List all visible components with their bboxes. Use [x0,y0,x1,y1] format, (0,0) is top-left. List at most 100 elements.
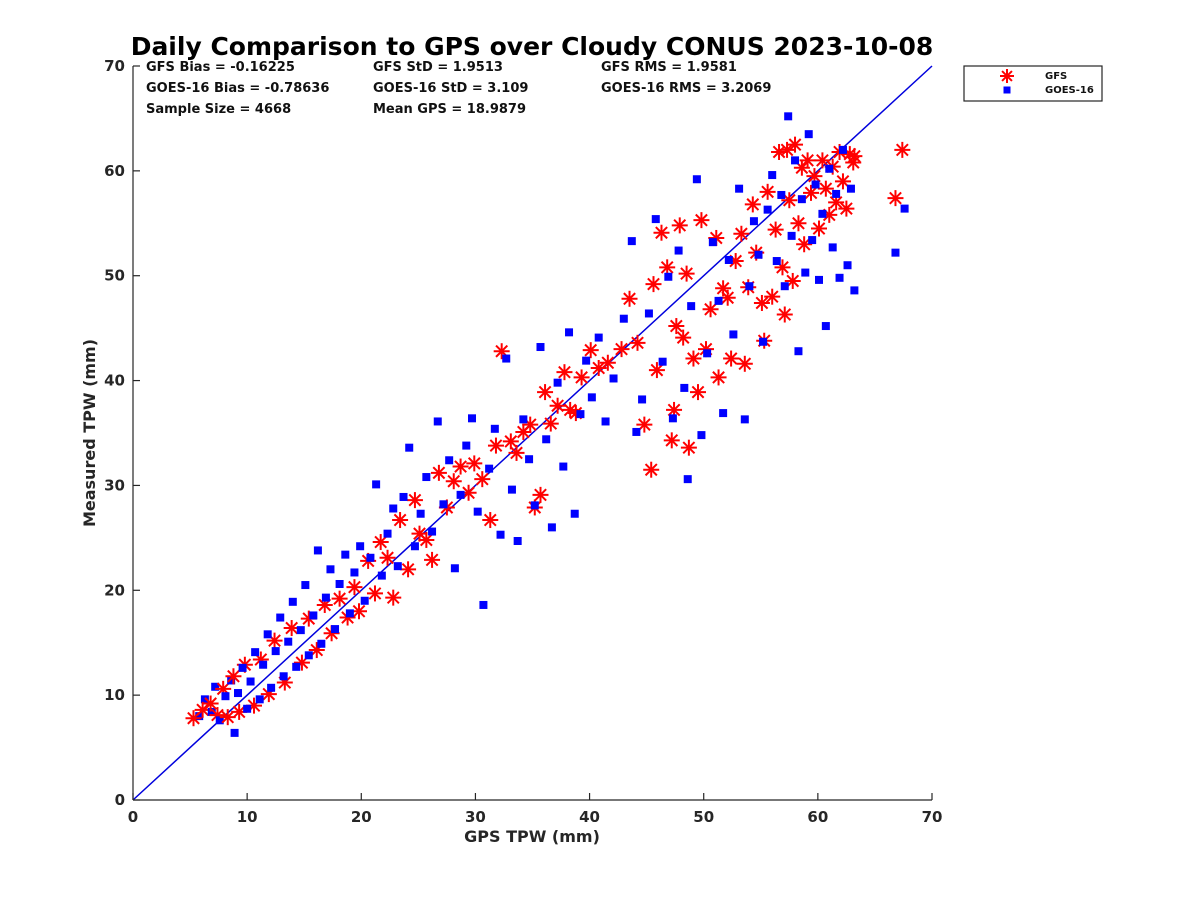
gfs-point [613,341,630,358]
gfs-point [599,354,616,371]
goes16-point [496,530,505,539]
gfs-point [385,589,402,606]
goes16-point [279,672,288,681]
gfs-point [645,276,662,293]
goes16-point [433,417,442,426]
gfs-point [400,561,417,578]
goes16-point [479,600,488,609]
goes16-point [301,581,310,590]
goes16-point [304,651,313,660]
goes16-point [490,424,499,433]
legend-marker-goes16 [1003,86,1011,94]
gfs-point [406,492,423,509]
gfs-point [710,369,727,386]
gfs-point [733,225,750,242]
goes16-point [594,333,603,342]
goes16-point [658,357,667,366]
goes16-point [428,527,437,536]
goes16-point [507,485,516,494]
goes16-point [445,456,454,465]
goes16-point [519,415,528,424]
gfs-point [379,549,396,566]
goes16-point [530,501,539,510]
goes16-point [697,431,706,440]
gfs-point [671,217,688,234]
legend: GFS GOES-16 [963,65,1103,102]
goes16-point [772,257,781,266]
goes16-point [350,568,359,577]
gfs-point [418,531,435,548]
goes16-point [619,314,628,323]
goes16-point [422,473,431,482]
gfs-point [790,215,807,232]
gfs-point [452,458,469,475]
gfs-point [693,212,710,229]
goes16-point [768,171,777,180]
gfs-point [663,432,680,449]
goes16-point [559,462,568,471]
plot-area [132,65,933,801]
axes: 0 10 20 30 40 50 60 70 0 10 20 30 40 50 60 70 [104,57,942,826]
gfs-point [887,190,904,207]
goes16-point [668,414,677,423]
goes16-point [582,356,591,365]
y-tick-label: 10 [104,686,125,704]
legend-marker-gfs [1000,69,1014,83]
gfs-point [225,668,242,685]
goes16-point [215,716,224,725]
stat-sample-size: Sample Size = 4668 [146,102,291,117]
goes16-point [680,383,689,392]
gfs-point [636,416,653,433]
gfs-point [648,362,665,379]
stat-gfs-rms: GFS RMS = 1.9581 [601,60,737,75]
goes16-point [542,435,551,444]
goes16-point [230,728,239,737]
goes16-point [211,682,220,691]
gfs-point [744,196,761,213]
goes16-point [317,639,326,648]
x-tick-label: 40 [579,808,600,826]
goes16-point [326,565,335,574]
gfs-point [685,350,702,367]
goes16-point [638,395,647,404]
y-tick-label: 40 [104,372,125,390]
gfs-point [445,473,462,490]
goes16-point [651,215,660,224]
gfs-point [838,200,855,217]
goes16-point [850,286,859,295]
goes16-point [271,647,280,656]
gfs-point [556,364,573,381]
goes16-point [804,130,813,139]
x-tick-label: 10 [237,808,258,826]
goes16-point [601,417,610,426]
goes16-point [284,637,293,646]
goes16-point [536,343,545,352]
gfs-point [424,551,441,568]
goes16-point [814,275,823,284]
gfs-point [702,301,719,318]
goes16-point [703,349,712,358]
gfs-point [482,512,499,529]
goes16-point [200,695,209,704]
gfs-point [508,444,525,461]
goes16-point [719,409,728,418]
goes16-point [843,261,852,270]
goes16-point [439,500,448,509]
y-tick-label: 30 [104,476,125,494]
goes16-point [547,523,556,532]
goes16-point [811,180,820,189]
goes16-point [393,562,402,571]
goes16-point [729,330,738,339]
goes16-point [313,546,322,555]
y-tick-label: 70 [104,57,125,75]
goes16-point [687,302,696,311]
stat-gfs-bias: GFS Bias = -0.16225 [146,60,295,75]
goes16-point [777,190,786,199]
gfs-point [331,590,348,607]
goes16-point [345,609,354,618]
gfs-point [643,461,660,478]
goes16-point [456,490,465,499]
goes16-point [341,550,350,559]
goes16-point [462,441,471,450]
gfs-point [834,173,851,190]
